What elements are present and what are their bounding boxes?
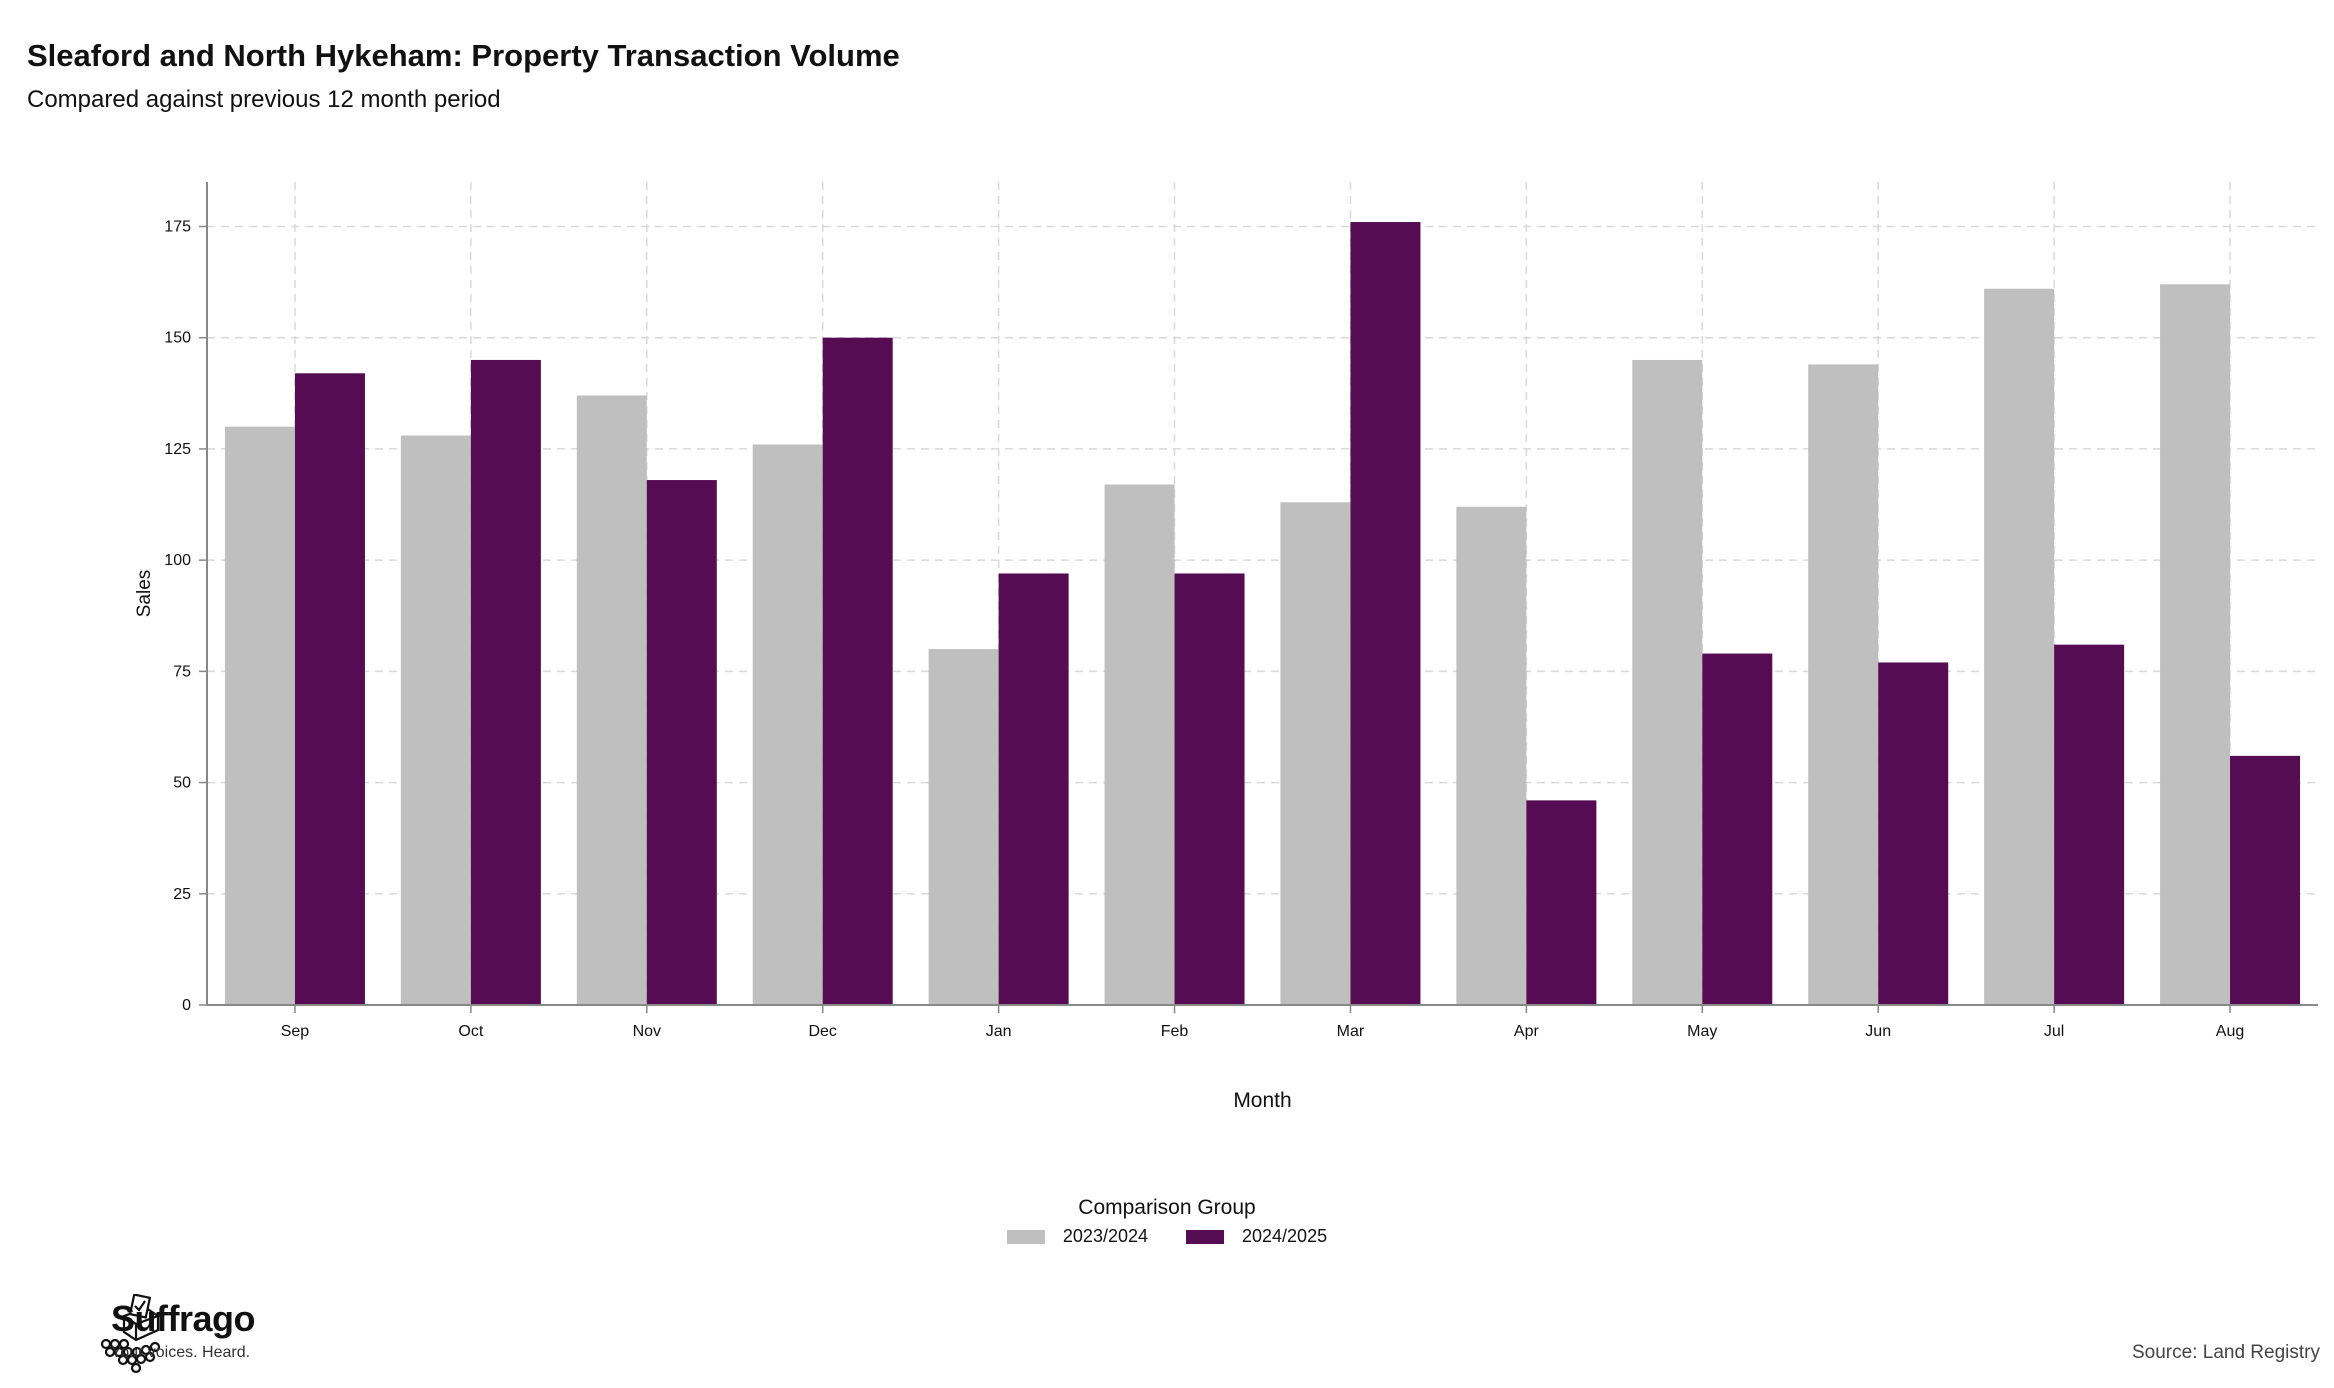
x-tick-label: Jan xyxy=(986,1023,1012,1040)
bar-2023-2024-apr xyxy=(1456,506,1527,1005)
y-tick-label: 75 xyxy=(173,663,191,680)
x-tick-label: Dec xyxy=(808,1023,836,1040)
x-tick-label: Oct xyxy=(458,1023,483,1040)
bar-2023-2024-sep xyxy=(224,426,295,1006)
y-tick-label: 0 xyxy=(182,997,191,1014)
y-tick-label: 175 xyxy=(164,218,191,235)
source-note: Source: Land Registry xyxy=(2132,1342,2320,1363)
x-tick-label: Jun xyxy=(1865,1023,1891,1040)
bar-2024-2025-dec xyxy=(822,337,893,1005)
bar-2024-2025-may xyxy=(1702,653,1773,1005)
bar-2023-2024-jun xyxy=(1808,364,1879,1005)
bar-2023-2024-feb xyxy=(1104,484,1175,1005)
brand-tagline: Your voices. Heard. xyxy=(111,1344,251,1361)
bar-2023-2024-jan xyxy=(928,649,999,1005)
x-tick-label: Aug xyxy=(2216,1023,2244,1040)
brand-name: Suffrago xyxy=(111,1298,256,1339)
legend-label-2023-2024: 2023/2024 xyxy=(1062,1226,1148,1246)
chart-title: Sleaford and North Hykeham: Property Tra… xyxy=(27,38,900,73)
bar-2024-2025-jul xyxy=(2054,644,2125,1005)
bar-2023-2024-mar xyxy=(1280,502,1351,1005)
bar-2023-2024-nov xyxy=(576,395,647,1005)
bar-2023-2024-oct xyxy=(400,435,471,1005)
legend-swatch-2023-2024 xyxy=(1006,1229,1045,1244)
bar-2023-2024-dec xyxy=(752,444,823,1005)
y-axis-title: Sales xyxy=(134,570,155,618)
bar-chart: 0 25 50 75 100 125 150 175 Sep Oct Nov Dec Jan Feb Mar… xyxy=(134,182,2318,1112)
bar-2023-2024-may xyxy=(1632,359,1703,1006)
y-tick-label: 125 xyxy=(164,441,191,458)
legend-item-2024-2025: 2024/2025 xyxy=(1186,1226,1327,1247)
legend-item-2023-2024: 2023/2024 xyxy=(1006,1226,1148,1247)
x-tick-label: Jul xyxy=(2044,1023,2064,1040)
bar-2024-2025-sep xyxy=(294,373,365,1006)
bar-2024-2025-jun xyxy=(1878,662,1949,1005)
bar-2024-2025-apr xyxy=(1526,800,1597,1005)
bar-2024-2025-mar xyxy=(1350,222,1421,1005)
bar-2024-2025-aug xyxy=(2230,755,2301,1005)
legend-label-2024-2025: 2024/2025 xyxy=(1242,1226,1328,1246)
bar-2023-2024-jul xyxy=(1984,288,2055,1005)
bar-2024-2025-nov xyxy=(646,480,717,1005)
ballot-box-icon xyxy=(100,1294,161,1374)
x-tick-label: Mar xyxy=(1337,1023,1365,1040)
legend: Comparison Group 2023/2024 2024/2025 xyxy=(0,1196,2334,1249)
y-tick-label: 50 xyxy=(173,775,191,792)
bar-2024-2025-oct xyxy=(470,359,541,1006)
y-tick-label: 25 xyxy=(173,886,191,903)
legend-swatch-2024-2025 xyxy=(1186,1229,1224,1244)
x-tick-label: Sep xyxy=(281,1023,310,1040)
x-axis-title: Month xyxy=(1233,1089,1291,1112)
y-tick-label: 150 xyxy=(164,330,191,347)
legend-title: Comparison Group xyxy=(1078,1196,1256,1219)
bar-2023-2024-aug xyxy=(2160,284,2231,1005)
y-tick-label: 100 xyxy=(164,552,191,569)
x-tick-label: Feb xyxy=(1161,1023,1189,1040)
bar-2024-2025-jan xyxy=(998,573,1069,1005)
x-tick-label: Apr xyxy=(1514,1023,1540,1040)
bar-2024-2025-feb xyxy=(1174,573,1245,1005)
x-tick-label: May xyxy=(1687,1023,1717,1040)
x-tick-label: Nov xyxy=(633,1023,661,1040)
chart-subtitle: Compared against previous 12 month perio… xyxy=(27,86,501,113)
